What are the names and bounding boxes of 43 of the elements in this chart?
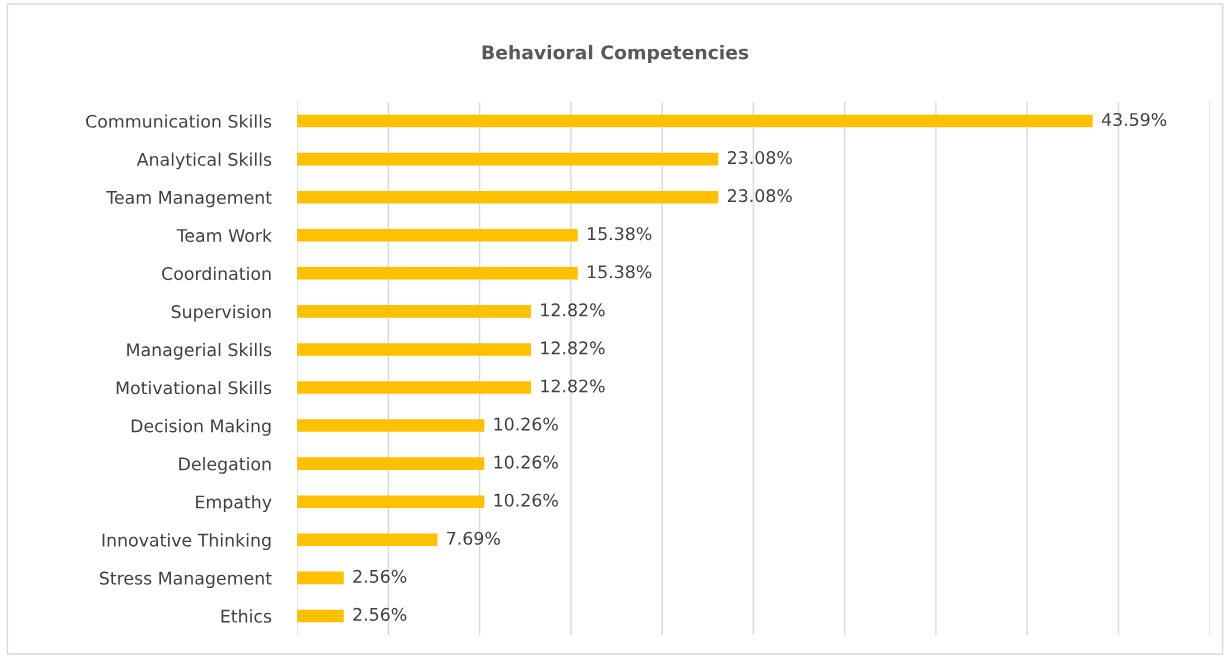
- data-label: 10.26%: [494, 493, 558, 507]
- bar: [297, 571, 344, 585]
- data-label: 23.08%: [727, 151, 792, 165]
- y-tick-label: Analytical Skills: [136, 152, 272, 170]
- data-label: 23.08%: [727, 189, 792, 203]
- bar: [297, 495, 485, 509]
- y-tick-label: Team Work: [176, 228, 272, 243]
- y-tick-label: Decision Making: [131, 418, 271, 436]
- y-tick-label: Managerial Skills: [127, 342, 272, 360]
- bar: [297, 533, 438, 547]
- bar: [297, 114, 1093, 128]
- bar: [297, 305, 532, 318]
- data-label: 15.38%: [588, 227, 652, 241]
- data-label: 10.26%: [494, 417, 558, 431]
- bar: [297, 381, 532, 394]
- bar: [297, 457, 485, 470]
- data-label: 43.59%: [1101, 112, 1167, 127]
- y-tick-label: Empathy: [196, 495, 272, 512]
- chart-title: Behavioral Competencies: [482, 44, 749, 64]
- y-tick-label: Motivational Skills: [116, 380, 272, 395]
- data-label: 7.69%: [447, 531, 500, 545]
- y-tick-label: Stress Management: [99, 571, 272, 589]
- y-tick-label: Team Management: [106, 191, 272, 208]
- data-label: 2.56%: [353, 569, 407, 583]
- data-label: 12.82%: [541, 341, 605, 355]
- y-tick-label: Innovative Thinking: [102, 533, 271, 550]
- data-label: 2.56%: [353, 607, 407, 621]
- bar: [297, 343, 532, 356]
- bar: [297, 419, 485, 432]
- bar: [297, 228, 578, 242]
- bar: [297, 190, 719, 204]
- bar: [297, 267, 578, 280]
- y-tick-label: Coordination: [162, 266, 271, 281]
- y-tick-label: Communication Skills: [86, 114, 272, 128]
- data-label: 10.26%: [494, 455, 558, 469]
- y-tick-label: Supervision: [171, 304, 271, 322]
- data-label: 15.38%: [588, 265, 652, 279]
- bar: [297, 152, 719, 166]
- y-tick-label: Ethics: [221, 609, 272, 623]
- y-tick-label: Delegation: [179, 457, 271, 474]
- data-label: 12.82%: [541, 303, 605, 317]
- data-label: 12.82%: [541, 379, 605, 393]
- bar: [297, 609, 344, 623]
